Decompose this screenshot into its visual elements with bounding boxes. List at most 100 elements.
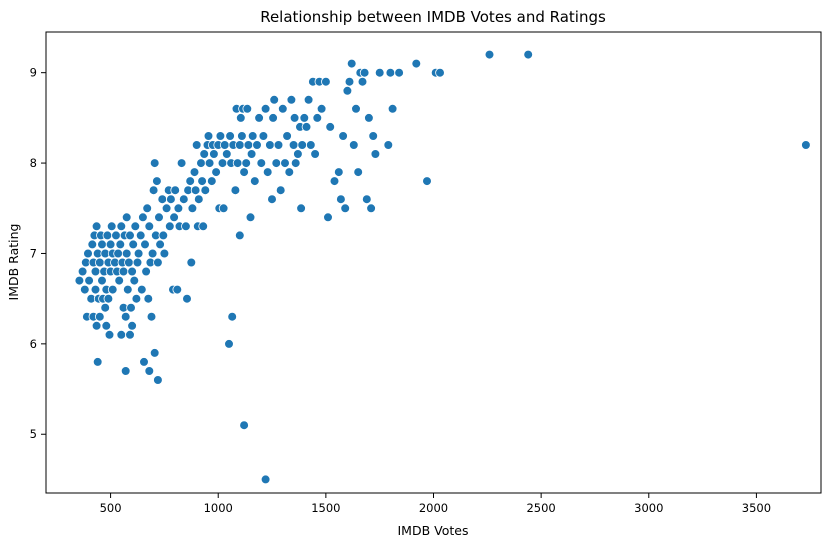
data-point-220 (422, 176, 432, 186)
data-point-72 (140, 239, 150, 250)
data-point-40 (111, 230, 121, 241)
data-point-120 (200, 185, 211, 196)
data-point-91 (158, 230, 169, 241)
data-point-136 (225, 131, 235, 141)
data-point-76 (144, 366, 155, 376)
data-point-103 (176, 158, 187, 168)
data-point-140 (230, 185, 241, 196)
data-point-185 (303, 95, 314, 105)
data-point-66 (132, 257, 143, 268)
data-point-192 (321, 76, 331, 87)
data-point-61 (127, 320, 137, 331)
data-point-101 (173, 203, 184, 214)
data-point-213 (370, 149, 381, 159)
data-point-98 (169, 212, 179, 223)
data-point-110 (187, 203, 198, 214)
y-axis: 5 6 7 8 9 (30, 66, 46, 441)
data-point-207 (357, 76, 368, 87)
data-point-22 (97, 275, 107, 286)
data-point-20 (95, 311, 105, 322)
data-point-46 (116, 221, 127, 232)
data-point-174 (284, 167, 295, 177)
data-point-179 (293, 149, 303, 159)
data-point-199 (340, 203, 351, 214)
data-point-88 (154, 212, 164, 223)
data-point-26 (100, 302, 110, 313)
data-point-210 (364, 113, 374, 123)
data-point-112 (190, 185, 201, 196)
data-point-43 (114, 275, 124, 286)
data-point-93 (161, 203, 172, 214)
data-point-194 (323, 212, 333, 223)
data-point-145 (236, 113, 246, 123)
data-point-16 (92, 357, 103, 367)
data-point-191 (316, 104, 327, 114)
data-point-193 (325, 122, 336, 132)
data-point-89 (155, 239, 165, 250)
data-point-49 (118, 266, 129, 277)
data-point-154 (246, 149, 257, 159)
data-point-202 (346, 58, 357, 69)
data-point-55 (123, 284, 133, 295)
x-tick-label: 1500 (311, 501, 340, 515)
data-point-105 (181, 221, 191, 232)
data-point-160 (258, 131, 269, 141)
data-point-62 (128, 239, 139, 250)
data-point-83 (149, 348, 160, 358)
data-point-204 (351, 104, 361, 114)
data-point-203 (348, 140, 359, 150)
data-point-32 (103, 293, 114, 304)
data-point-59 (126, 302, 136, 313)
x-tick-label: 500 (100, 501, 122, 515)
data-point-214 (374, 67, 385, 78)
data-point-135 (224, 339, 234, 349)
data-point-28 (101, 320, 112, 331)
data-point-5 (83, 248, 93, 259)
data-point-218 (394, 67, 404, 78)
data-point-51 (120, 366, 131, 376)
data-point-12 (90, 266, 101, 277)
data-points (74, 49, 811, 485)
data-point-86 (153, 375, 163, 385)
data-point-119 (199, 149, 210, 159)
data-point-122 (203, 131, 214, 141)
data-point-77 (144, 221, 155, 232)
data-point-158 (254, 113, 264, 123)
data-point-223 (484, 49, 495, 60)
data-point-95 (165, 221, 175, 232)
data-point-170 (275, 185, 286, 196)
data-point-138 (227, 311, 238, 322)
data-point-63 (129, 275, 140, 286)
data-point-75 (143, 293, 154, 304)
data-point-216 (385, 67, 396, 78)
data-point-33 (104, 329, 115, 340)
data-point-189 (312, 113, 323, 123)
data-point-222 (435, 67, 445, 78)
data-point-219 (411, 58, 422, 69)
data-point-169 (273, 140, 284, 150)
x-axis-label: IMDB Votes (398, 523, 469, 538)
x-tick-label: 2000 (419, 501, 448, 515)
data-point-161 (260, 474, 271, 485)
y-axis-label: IMDB Rating (6, 224, 21, 301)
data-point-166 (268, 113, 278, 123)
data-point-65 (131, 293, 142, 304)
data-point-6 (84, 275, 94, 286)
data-point-52 (120, 311, 131, 322)
data-point-164 (265, 140, 275, 150)
data-point-163 (262, 167, 273, 177)
data-point-134 (222, 149, 232, 159)
data-point-197 (336, 194, 346, 205)
x-tick-label: 3500 (742, 501, 771, 515)
x-tick-label: 3000 (634, 501, 663, 515)
data-point-2 (80, 284, 90, 295)
data-point-115 (194, 194, 204, 205)
data-point-73 (141, 266, 151, 277)
data-point-183 (299, 113, 310, 123)
y-tick-label: 9 (30, 66, 37, 80)
data-point-45 (116, 329, 127, 340)
data-point-113 (191, 140, 202, 150)
data-point-150 (241, 158, 252, 168)
data-point-69 (137, 284, 147, 295)
